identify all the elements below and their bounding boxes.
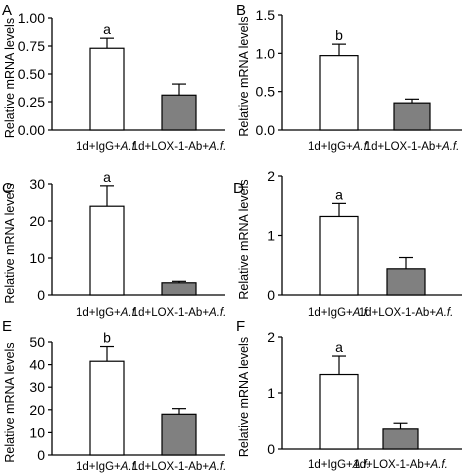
bar: [161, 282, 197, 296]
bar: [161, 413, 197, 456]
y-tick-label: 2: [267, 168, 275, 184]
y-axis-label: Relative mRNA levels: [237, 16, 251, 136]
bar: [319, 373, 359, 450]
y-tick-label: 0: [267, 441, 275, 457]
bar: [89, 360, 125, 456]
y-tick-label: 0: [37, 287, 45, 303]
x-tick-label: 1d+IgG+A.f.: [308, 307, 370, 319]
y-tick-label: 0.75: [18, 38, 45, 54]
bar: [382, 428, 419, 450]
x-tick-label: 1d+LOX-1-Ab+A.f.: [132, 307, 227, 319]
y-tick-label: 10: [29, 250, 45, 266]
y-tick-label: 1.5: [256, 7, 276, 23]
y-tick-label: 30: [29, 176, 45, 192]
bar: [386, 268, 426, 296]
significance-label: b: [335, 27, 343, 43]
x-tick-label: 1d+LOX-1-Ab+A.f.: [132, 461, 227, 473]
chart-panel-c: C 0 10 20 30 Relative mRNA levels a 1d+IgG+A.f.…: [2, 169, 226, 319]
y-tick-label: 10: [29, 424, 45, 440]
x-tick-label: 1d+IgG+A.f.: [76, 141, 138, 153]
y-tick-label: 0.50: [18, 66, 45, 82]
y-tick-label: 0.25: [18, 94, 45, 110]
x-tick-label: 1d+LOX-1-Ab+A.f.: [353, 459, 448, 471]
y-axis-label: Relative mRNA levels: [3, 18, 17, 138]
y-tick-label: 0.0: [256, 122, 276, 138]
significance-label: a: [103, 169, 111, 185]
y-axis-label: Relative mRNA levels: [237, 179, 251, 299]
bar: [161, 94, 197, 131]
bar: [319, 55, 359, 131]
y-tick-label: 0.00: [18, 122, 45, 138]
panel-letter: E: [2, 318, 12, 335]
x-tick-label: 1d+IgG+A.f.: [76, 307, 138, 319]
y-tick-label: 1.0: [256, 45, 276, 61]
bar: [89, 205, 125, 296]
y-tick-label: 0: [267, 287, 275, 303]
y-tick-label: 20: [29, 213, 45, 229]
y-tick-label: 40: [29, 357, 45, 373]
y-axis-label: Relative mRNA levels: [3, 183, 17, 303]
x-tick-label: 1d+IgG+A.f.: [308, 141, 370, 153]
y-tick-label: 20: [29, 402, 45, 418]
y-tick-label: 0.5: [256, 84, 276, 100]
panel-letter: A: [2, 2, 12, 19]
x-tick-label: 1d+LOX-1-Ab+A.f.: [359, 307, 454, 319]
significance-label: a: [103, 21, 111, 37]
y-tick-label: 1: [267, 228, 275, 244]
bar: [319, 215, 359, 296]
chart-panel-f: F 0 1 2 Relative mRNA levels a 1d+IgG+A.f.1d+L…: [236, 318, 462, 471]
y-tick-label: 30: [29, 379, 45, 395]
y-tick-label: 1: [267, 385, 275, 401]
y-tick-label: 2: [267, 329, 275, 345]
y-axis-label: Relative mRNA levels: [237, 337, 251, 457]
x-tick-label: 1d+IgG+A.f.: [308, 459, 370, 471]
bar: [393, 102, 431, 131]
y-tick-label: 1.00: [18, 10, 45, 26]
panel-letter: C: [2, 180, 13, 197]
y-tick-label: 50: [29, 334, 45, 350]
y-axis-label: Relative mRNA levels: [3, 342, 17, 462]
x-tick-label: 1d+LOX-1-Ab+A.f.: [365, 141, 460, 153]
x-tick-label: 1d+IgG+A.f.: [76, 461, 138, 473]
significance-label: a: [335, 186, 343, 202]
y-tick-label: 0: [37, 447, 45, 463]
panel-letter: F: [236, 318, 245, 335]
x-tick-label: 1d+LOX-1-Ab+A.f.: [132, 141, 227, 153]
panel-letter: B: [236, 2, 246, 19]
chart-panel-b: B 0.0 0.5 1.0 1.5 Relative mRNA levels b 1d+IgG…: [236, 2, 462, 153]
chart-panel-d: D 0 1 2 Relative mRNA levels a 1d+IgG+A.f.1d+L…: [233, 168, 462, 319]
significance-label: a: [335, 339, 343, 355]
panel-letter: D: [233, 180, 244, 197]
significance-label: b: [103, 330, 111, 346]
bar: [89, 47, 125, 131]
chart-panel-e: E 0 10 20 30 40 50 Relative mRNA levels b 1d+IgG+…: [2, 318, 226, 473]
